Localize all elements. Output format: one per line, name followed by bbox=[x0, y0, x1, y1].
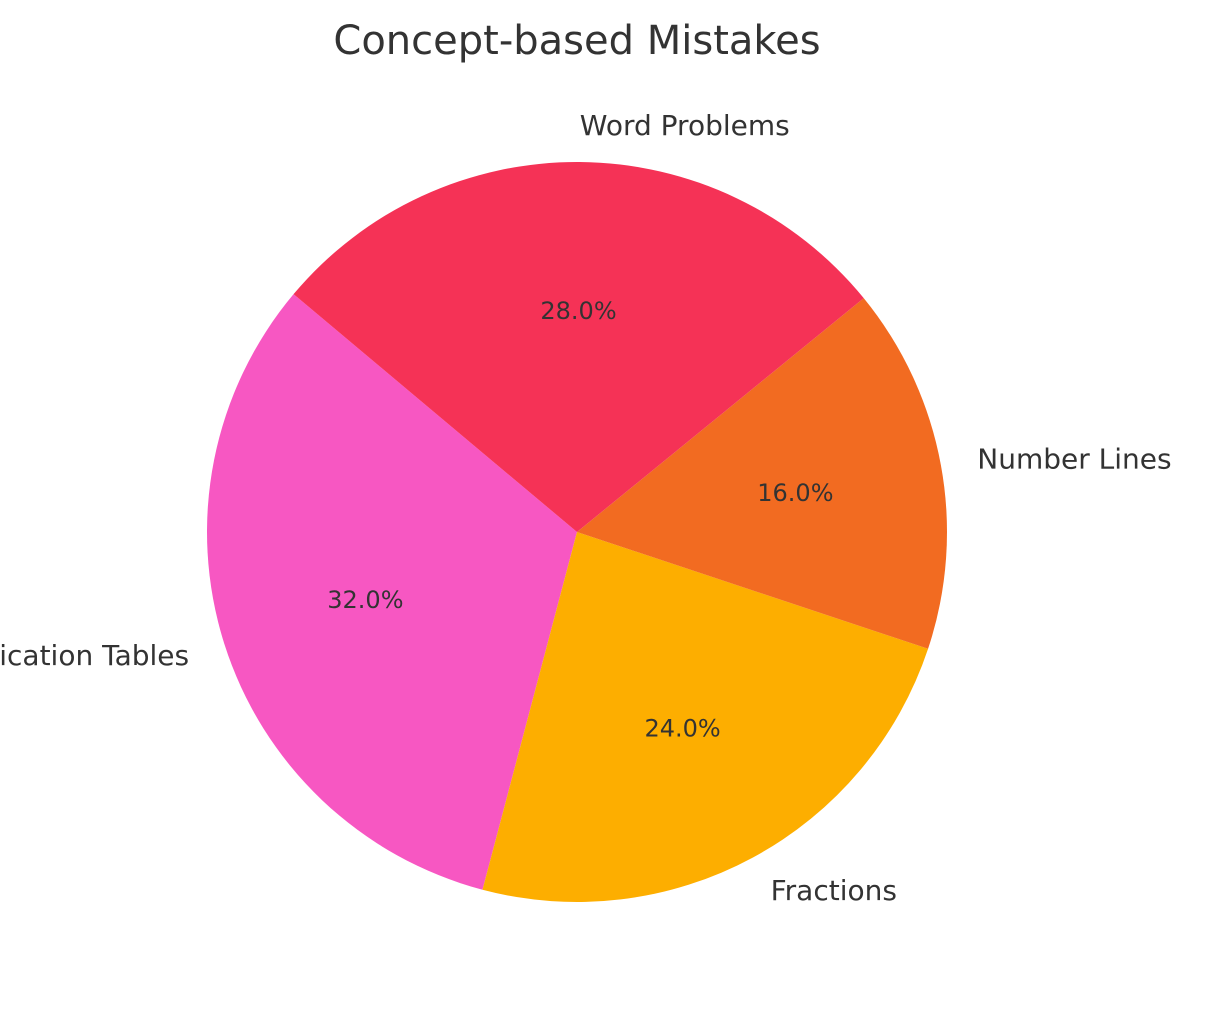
slice-percentage-label: 16.0% bbox=[757, 479, 833, 507]
chart-title: Concept-based Mistakes bbox=[333, 18, 820, 64]
pie-slice-fractions bbox=[482, 532, 929, 902]
pie-slices bbox=[207, 161, 947, 902]
slice-label: Fractions bbox=[771, 874, 897, 907]
pie-slice-multiplication-tables bbox=[207, 294, 577, 890]
pie-labels: Multiplication Tables 32.0% Fractions 24.0%… bbox=[0, 109, 1172, 907]
slice-percentage-label: 24.0% bbox=[644, 714, 720, 742]
slice-label: Word Problems bbox=[580, 109, 790, 142]
slice-percentage-label: 28.0% bbox=[540, 297, 616, 325]
pie-slice-number-lines bbox=[577, 298, 947, 649]
slice-label: Number Lines bbox=[977, 443, 1171, 476]
pie-slice-word-problems bbox=[293, 161, 864, 532]
slice-label: Multiplication Tables bbox=[0, 639, 189, 672]
slice-percentage-label: 32.0% bbox=[327, 586, 403, 614]
